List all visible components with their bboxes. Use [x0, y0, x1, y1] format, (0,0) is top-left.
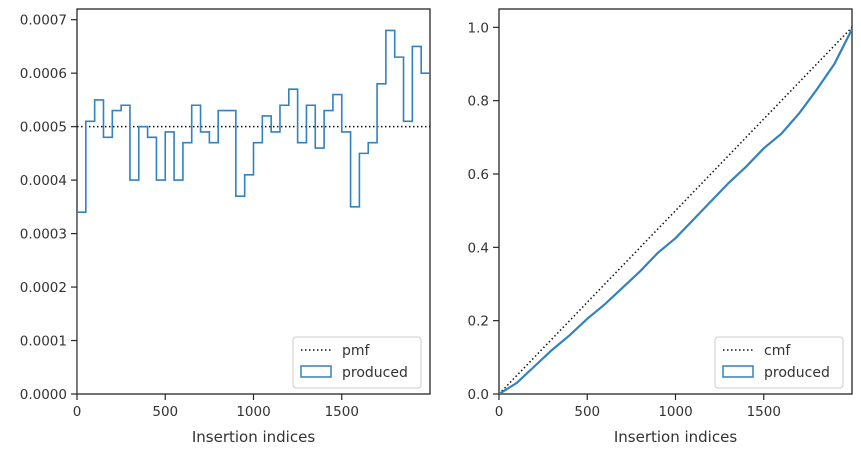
legend-produced-marker: [300, 365, 332, 378]
series-cmf-line: [499, 26, 852, 394]
series-layer: [499, 26, 852, 394]
x-tick-label: 0: [73, 404, 82, 420]
pmf-histogram-panel: 0 500 1000 1500 0.00000.00010.00020.00030.0…: [20, 8, 431, 446]
plot-area-frame: [76, 8, 431, 395]
x-axis-label: Insertion indices: [614, 428, 737, 446]
y-axis-ticks: 0.0 0.2 0.4 0.6 0.8 1.0: [468, 20, 499, 403]
legend-produced-label: produced: [342, 365, 408, 381]
y-tick-label: 0.0002: [20, 280, 67, 296]
y-tick-label: 0.0003: [20, 227, 67, 243]
y-tick-label: 0.0001: [20, 334, 67, 350]
x-tick-label: 1000: [658, 404, 692, 420]
y-tick-label: 0.0000: [20, 387, 67, 403]
y-tick-label: 0.8: [468, 94, 489, 110]
cmf-panel: 0 500 1000 1500 0.0 0.2 0.4 0.6 0.8 1.0 Insertio…: [468, 8, 853, 446]
x-tick-label: 500: [574, 404, 600, 420]
series-produced-histogram: [77, 29, 430, 394]
y-tick-label: 0.0005: [20, 120, 67, 136]
x-tick-label: 1500: [325, 404, 359, 420]
legend-cmf-label: cmf: [764, 343, 791, 359]
plot-area-frame: [498, 8, 853, 395]
series-produced-line: [499, 28, 852, 394]
x-axis-label: Insertion indices: [192, 428, 315, 446]
y-tick-label: 0.0: [468, 387, 489, 403]
x-tick-label: 1000: [236, 404, 270, 420]
series-layer: [77, 29, 430, 394]
legend-produced-label: produced: [764, 365, 830, 381]
legend: pmf produced: [292, 336, 422, 389]
y-tick-label: 0.4: [468, 240, 489, 256]
y-tick-label: 0.0006: [20, 66, 67, 82]
x-tick-label: 500: [152, 404, 178, 420]
x-tick-label: 1500: [747, 404, 781, 420]
y-tick-label: 0.0007: [20, 13, 67, 29]
y-axis-ticks: 0.0000 0.0001 0.0002 0.0003 0.0004 0.0005 0.00…: [20, 13, 77, 403]
y-tick-label: 0.2: [468, 314, 489, 330]
x-tick-label: 0: [495, 404, 504, 420]
y-tick-label: 1.0: [468, 20, 489, 36]
y-tick-label: 0.6: [468, 167, 489, 183]
legend: cmf produced: [714, 336, 844, 389]
y-tick-label: 0.0004: [20, 173, 67, 189]
legend-produced-marker: [722, 365, 754, 378]
legend-pmf-label: pmf: [342, 343, 371, 359]
x-axis-ticks: 0 500 1000 1500: [495, 394, 781, 420]
x-axis-ticks: 0 500 1000 1500: [73, 394, 359, 420]
